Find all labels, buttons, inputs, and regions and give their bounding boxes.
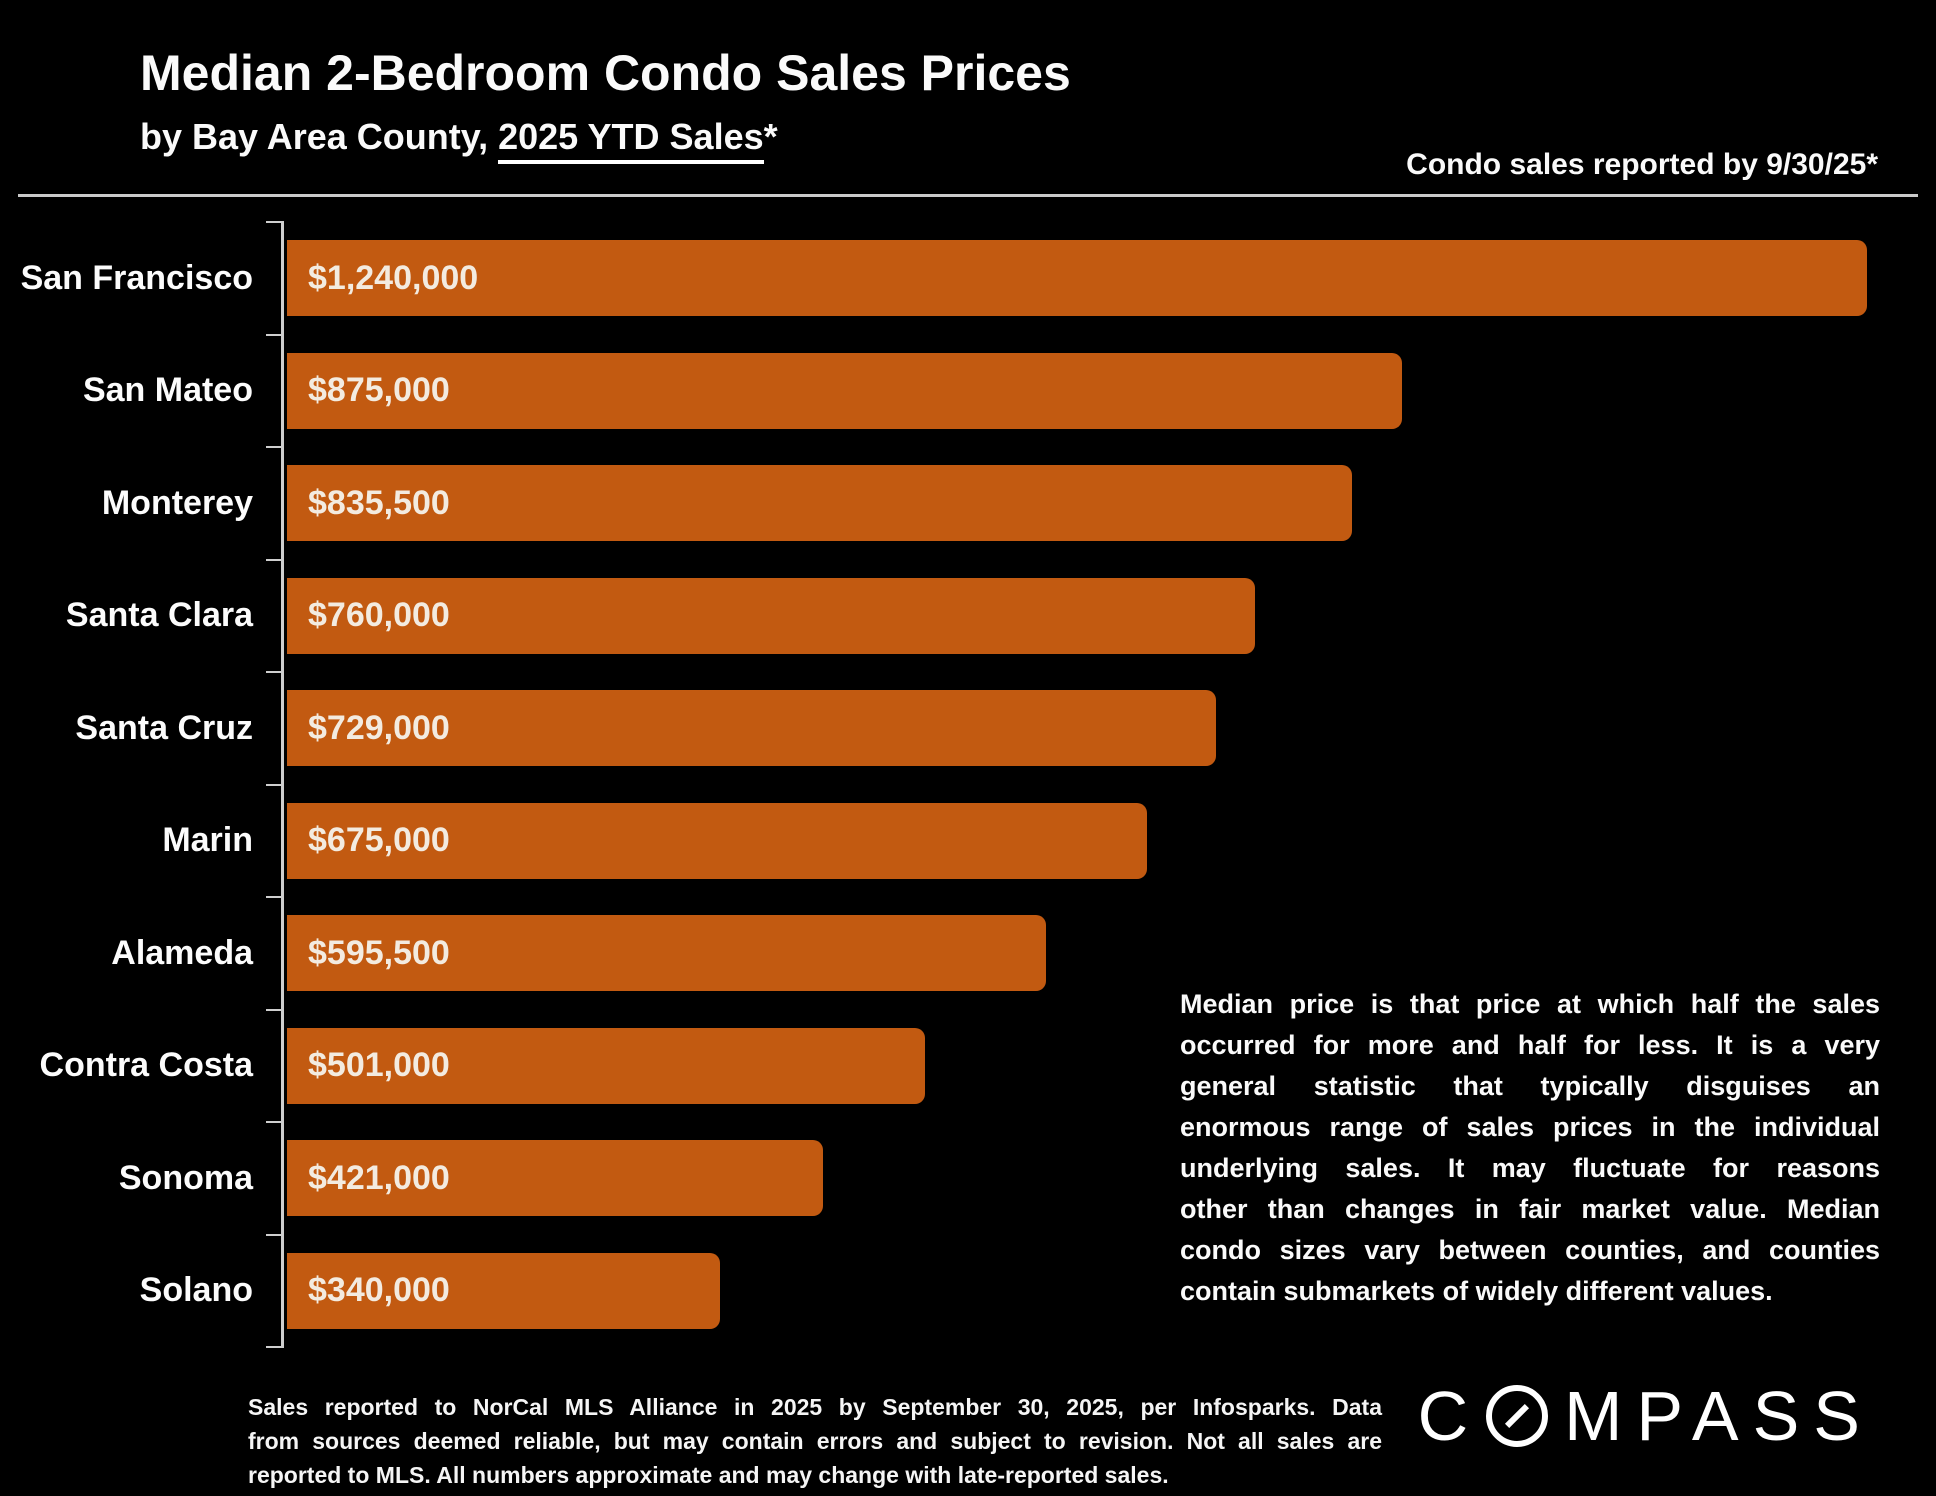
text-line: condo sizes vary between counties, and c… [1180,1235,1880,1265]
category-label: Santa Cruz [75,708,253,747]
median-note: Median price is that price at which half… [1180,984,1880,1312]
bar-value-label: $421,000 [308,1158,450,1197]
text-line: Sales reported to NorCal MLS Alliance in… [248,1394,1382,1420]
subtitle-underlined: 2025 YTD Sales [498,116,764,164]
bar-value-label: $875,000 [308,371,450,410]
subtitle-prefix: by Bay Area County, [140,116,499,157]
category-label: Alameda [111,933,253,972]
bar-row: Solano $340,000 [140,1233,1867,1348]
bar: $421,000 [287,1140,824,1217]
text-line: contain submarkets of widely different v… [1180,1276,1773,1306]
bar-row: Contra Costa $501,000 [40,1008,1867,1123]
reported-date-note: Condo sales reported by 9/30/25* [1406,148,1878,181]
bar: $340,000 [287,1252,721,1329]
bar: $501,000 [287,1027,926,1104]
bar-row: San Mateo $875,000 [83,333,1867,448]
category-label: Marin [162,821,253,860]
bar: $1,240,000 [287,240,1867,317]
bar-row: Marin $675,000 [162,783,1867,898]
bar-value-label: $729,000 [308,708,450,747]
bar-value-label: $835,500 [308,483,450,522]
bar: $595,500 [287,915,1046,992]
category-label: San Mateo [82,371,253,410]
chart-title: Median 2-Bedroom Condo Sales Prices [140,45,1071,101]
category-label: San Francisco [20,258,253,297]
bar: $675,000 [287,802,1148,879]
bar-row: Sonoma $421,000 [119,1121,1867,1235]
bar-value-label: $340,000 [308,1271,450,1310]
bar: $835,500 [287,465,1352,542]
category-label: Monterey [101,483,253,522]
bar: $760,000 [287,577,1256,654]
header-divider [18,194,1918,197]
category-label: Solano [139,1271,253,1310]
bar-value-label: $1,240,000 [308,258,479,297]
bar-row: Monterey $835,500 [102,446,1867,560]
logo-text-after-o: MPASS [1564,1377,1874,1455]
compass-logo: C MPASS [1418,1376,1874,1456]
bar-row: Alameda $595,500 [111,896,1867,1010]
compass-needle-o-icon [1486,1385,1549,1447]
text-line: underlying sales. It may fluctuate for r… [1180,1153,1880,1183]
bar-value-label: $675,000 [308,821,450,860]
text-line: Median price is that price at which half… [1180,989,1880,1019]
text-line: reported to MLS. All numbers approximate… [248,1462,1169,1488]
category-label: Contra Costa [39,1046,253,1085]
chart-subtitle: by Bay Area County, 2025 YTD Sales* [140,116,778,164]
text-line: enormous range of sales prices in the in… [1180,1112,1880,1142]
bar-chart: San Francisco $1,240,000 San Mateo $875,… [21,221,1867,1348]
bar: $729,000 [287,690,1216,767]
bar-value-label: $501,000 [308,1046,450,1085]
disclaimer: Sales reported to NorCal MLS Alliance in… [248,1390,1382,1492]
subtitle-asterisk: * [763,116,778,157]
bar-row: San Francisco $1,240,000 [21,221,1867,335]
bar-value-label: $760,000 [308,596,450,635]
text-line: other than changes in fair market value.… [1180,1194,1880,1224]
text-line: from sources deemed reliable, but may co… [248,1428,1382,1454]
text-line: general statistic that typically disguis… [1180,1071,1880,1101]
bar-row: Santa Cruz $729,000 [75,671,1867,785]
category-label: Santa Clara [65,596,253,635]
category-label: Sonoma [118,1158,253,1197]
bar-value-label: $595,500 [308,933,450,972]
logo-text-before-o: C [1417,1377,1483,1455]
bar-row: Santa Clara $760,000 [66,558,1867,673]
text-line: occurred for more and half for less. It … [1180,1030,1880,1060]
bar: $875,000 [287,352,1402,429]
